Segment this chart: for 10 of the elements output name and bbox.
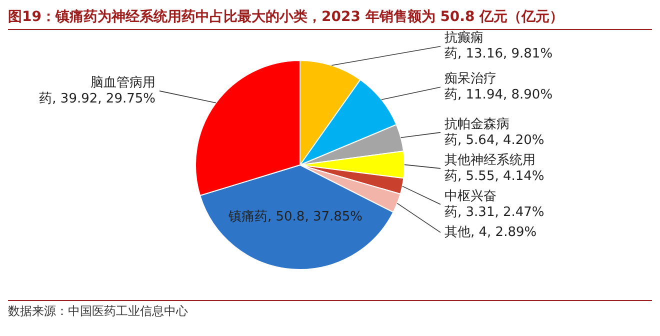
- slice-label: 中枢兴奋药, 3.31, 2.47%: [444, 188, 544, 220]
- source-note: 数据来源：中国医药工业信息中心: [8, 300, 652, 320]
- slice-label: 抗帕金森病药, 5.64, 4.20%: [444, 116, 544, 148]
- slice-label: 镇痛药, 50.8, 37.85%: [227, 209, 363, 224]
- slice-label: 痴呆治疗药, 11.94, 8.90%: [444, 71, 553, 102]
- slice-label: 其他神经系统用药, 5.55, 4.14%: [444, 152, 544, 184]
- slice-label: 抗癫痫药, 13.16, 9.81%: [444, 30, 553, 62]
- slice-label: 其他, 4, 2.89%: [444, 224, 537, 240]
- chart-title: 图19：镇痛药为神经系统用药中占比最大的小类，2023 年销售额为 50.8 亿元（亿元）: [8, 8, 652, 30]
- slice-label: 脑血管病用药, 39.92, 29.75%: [39, 75, 156, 106]
